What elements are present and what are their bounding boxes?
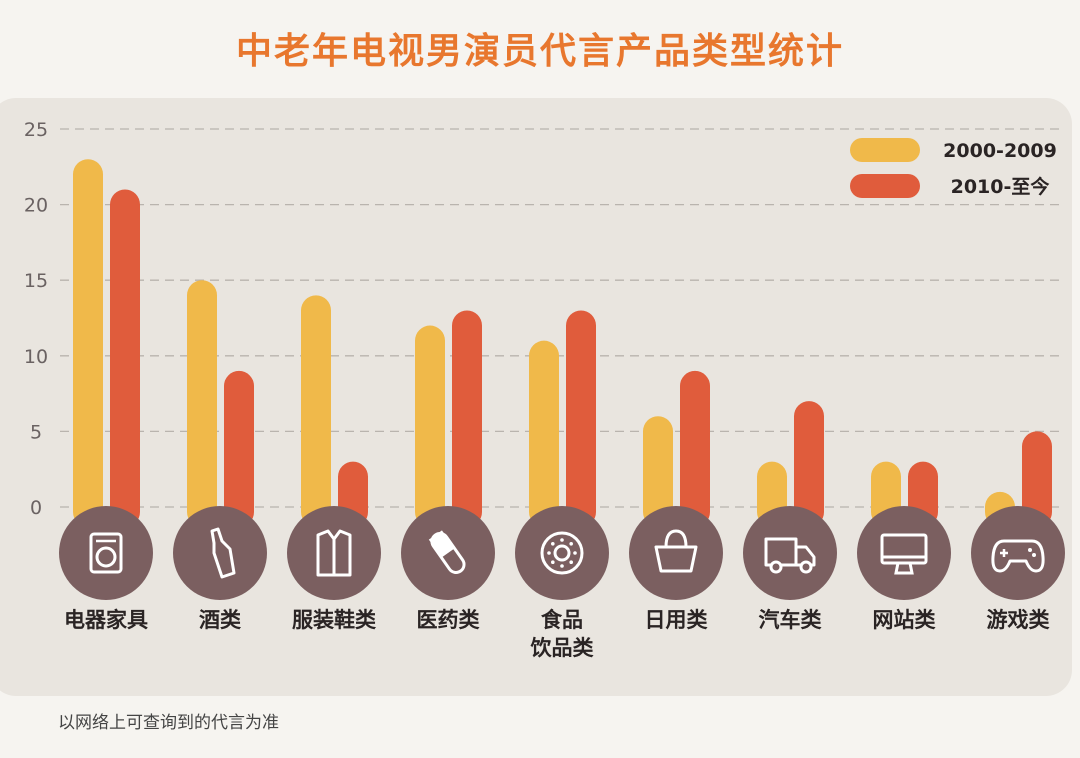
y-tick-label: 10: [24, 346, 48, 368]
bottle-icon: [210, 527, 236, 579]
category-icon-badge: [629, 506, 723, 600]
bar-2000-2009: [301, 295, 331, 527]
x-category-label: 汽车类: [758, 608, 822, 632]
footnote: 以网络上可查询到的代言为准: [58, 713, 279, 733]
pill-icon: [428, 530, 466, 574]
category-icon-badge: [515, 506, 609, 600]
bar-2010-now: [566, 310, 596, 527]
x-category-label: 酒类: [199, 608, 241, 632]
x-category-label: 游戏类: [986, 608, 1050, 632]
bar-2010-now: [224, 370, 254, 527]
y-tick-label: 15: [24, 270, 48, 292]
category-icon-badge: [287, 506, 381, 600]
monitor-icon: [880, 533, 928, 575]
x-category-label: 电器家具: [64, 608, 148, 632]
legend-label: 2010-至今: [951, 175, 1050, 198]
x-category-label: 服装鞋类: [292, 608, 376, 632]
category-icon-badge: [971, 506, 1065, 600]
washing-machine-icon: [89, 532, 123, 574]
bar-2010-now: [1022, 431, 1052, 527]
x-category-label: 食品 饮品类: [530, 608, 594, 660]
legend-label: 2000-2009: [943, 140, 1057, 162]
x-category-label: 网站类: [872, 608, 936, 632]
category-icon-badge: [857, 506, 951, 600]
bar-2000-2009: [529, 340, 559, 527]
legend-swatch: [850, 138, 920, 162]
category-icon-badge: [743, 506, 837, 600]
y-tick-label: 5: [30, 421, 42, 443]
y-tick-label: 25: [24, 119, 48, 141]
y-tick-label: 20: [24, 195, 48, 217]
category-icon-badge: [401, 506, 495, 600]
x-category-label: 医药类: [416, 608, 480, 632]
bar-2000-2009: [187, 280, 217, 527]
bar-2010-now: [110, 189, 140, 528]
donut-icon: [540, 531, 584, 575]
bar-2000-2009: [73, 159, 103, 528]
shopping-bag-icon: [654, 529, 698, 573]
x-category-label: 日用类: [644, 608, 708, 632]
bar-2010-now: [680, 370, 710, 527]
y-tick-label: 0: [30, 497, 42, 519]
bar-2010-now: [452, 310, 482, 527]
category-icon-badge: [173, 506, 267, 600]
legend-swatch: [850, 174, 920, 198]
gamepad-icon: [991, 539, 1045, 573]
bar-2000-2009: [415, 325, 445, 527]
bar-2000-2009: [643, 416, 673, 527]
truck-icon: [764, 537, 816, 574]
bar-2010-now: [794, 401, 824, 527]
category-icon-badge: [59, 506, 153, 600]
shirt-icon: [316, 529, 352, 577]
chart-title: 中老年电视男演员代言产品类型统计: [235, 31, 844, 72]
